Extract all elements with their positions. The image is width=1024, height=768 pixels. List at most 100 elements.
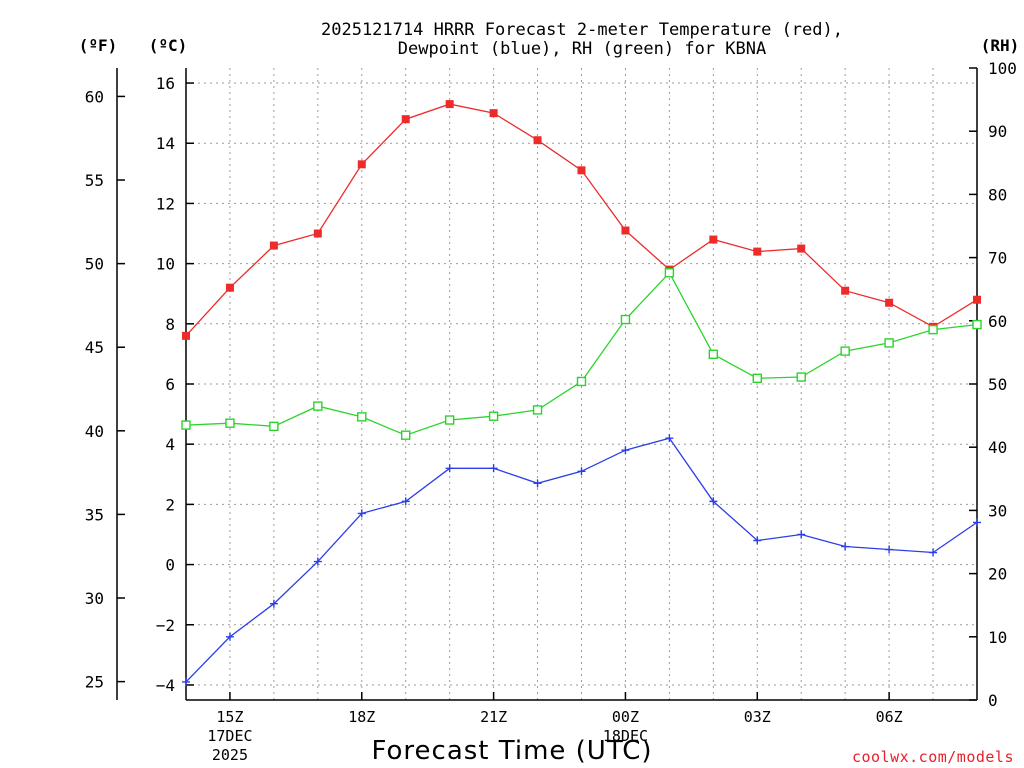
rh-point — [357, 412, 367, 422]
fahrenheit-tick-label: 50 — [85, 255, 104, 274]
rh-point — [884, 338, 894, 348]
rh-tick-label: 60 — [988, 312, 1007, 331]
temperature-point — [313, 229, 322, 238]
temperature-point — [841, 286, 850, 295]
celsius-tick-label: 10 — [156, 255, 175, 274]
series-layer — [181, 100, 982, 686]
temperature-point — [973, 295, 981, 304]
rh-tick-label: 90 — [988, 122, 1007, 141]
dewpoint-point — [445, 464, 454, 473]
celsius-tick-label: 4 — [165, 435, 175, 454]
celsius-unit-label: (ºC) — [149, 36, 188, 55]
dewpoint-point — [357, 509, 366, 518]
temperature-point — [269, 241, 278, 250]
rh-tick-label: 50 — [988, 375, 1007, 394]
dewpoint-point — [665, 434, 674, 443]
dewpoint-point — [797, 530, 806, 539]
fahrenheit-tick-label: 45 — [85, 338, 104, 357]
dewpoint-point — [709, 497, 718, 506]
rh-point — [181, 420, 191, 430]
celsius-tick-label: 2 — [165, 495, 175, 514]
temperature-point — [225, 283, 234, 292]
rh-point — [708, 349, 719, 359]
rh-point — [972, 319, 982, 330]
temperature-point — [445, 100, 454, 109]
temperature-point — [489, 109, 498, 118]
rh-tick-label: 0 — [988, 691, 998, 710]
dewpoint-point — [182, 677, 190, 686]
rh-point — [796, 372, 806, 382]
rh-point — [840, 346, 850, 356]
x-tick-label: 21Z — [480, 708, 507, 726]
rh-point — [269, 421, 279, 432]
rh-tick-label: 20 — [988, 565, 1007, 584]
temperature-point — [577, 166, 586, 175]
temperature-point — [401, 115, 410, 124]
rh-tick-label: 80 — [988, 185, 1007, 204]
ticks-layer: 1614121086420−2−460555045403530251009080… — [85, 59, 1017, 764]
x-tick-label: 18Z — [348, 708, 375, 726]
celsius-tick-label: 8 — [165, 315, 175, 334]
x-tick-label: 00Z — [612, 708, 639, 726]
rh-tick-label: 30 — [988, 501, 1007, 520]
temperature-point — [885, 298, 894, 307]
rh-point — [225, 418, 235, 428]
rh-unit-label: (RH) — [981, 36, 1020, 55]
x-tick-label: 03Z — [744, 708, 771, 726]
celsius-tick-label: −4 — [156, 676, 175, 695]
temperature-point — [182, 331, 190, 340]
chart-title-line1: 2025121714 HRRR Forecast 2-meter Tempera… — [321, 20, 843, 40]
fahrenheit-tick-label: 40 — [85, 422, 104, 441]
temperature-point — [621, 226, 630, 235]
x-tick-label: 15Z — [216, 708, 243, 726]
rh-point — [664, 268, 675, 278]
dewpoint-point — [313, 557, 322, 566]
rh-point — [576, 376, 587, 387]
fahrenheit-tick-label: 25 — [85, 673, 104, 692]
fahrenheit-tick-label: 30 — [85, 589, 104, 608]
dewpoint-point — [753, 536, 762, 545]
fahrenheit-tick-label: 55 — [85, 171, 104, 190]
celsius-tick-label: −2 — [156, 616, 175, 635]
rh-point — [752, 373, 762, 384]
fahrenheit-tick-label: 60 — [85, 87, 104, 106]
dewpoint-point — [929, 548, 938, 557]
rh-point — [313, 401, 323, 411]
temperature-point — [357, 160, 366, 169]
temperature-point — [797, 244, 806, 253]
rh-tick-label: 70 — [988, 249, 1007, 268]
celsius-tick-label: 16 — [156, 74, 175, 93]
rh-point — [488, 411, 499, 421]
fahrenheit-tick-label: 35 — [85, 505, 104, 524]
rh-tick-label: 40 — [988, 438, 1007, 457]
dewpoint-point — [621, 446, 630, 455]
dewpoint-point — [269, 599, 278, 608]
dewpoint-point — [841, 542, 850, 551]
dewpoint-point — [973, 518, 981, 527]
x-tick-date-label: 17DEC — [207, 727, 252, 745]
credit-label: coolwx.com/models — [852, 748, 1014, 766]
x-tick-label: 06Z — [876, 708, 903, 726]
dewpoint-point — [885, 545, 894, 554]
temperature-point — [753, 247, 762, 256]
temperature-point — [709, 235, 718, 244]
rh-point — [401, 430, 411, 440]
celsius-tick-label: 0 — [165, 556, 175, 575]
rh-point — [444, 415, 455, 425]
dewpoint-point — [533, 479, 542, 488]
dewpoint-point — [577, 467, 586, 476]
temperature-point — [533, 136, 542, 145]
x-tick-date-label: 18DEC — [603, 727, 648, 745]
dewpoint-point — [489, 464, 498, 473]
x-tick-year-label: 2025 — [212, 746, 248, 764]
celsius-tick-label: 6 — [165, 375, 175, 394]
rh-tick-label: 100 — [988, 59, 1017, 78]
celsius-tick-label: 14 — [156, 134, 175, 153]
rh-tick-label: 10 — [988, 628, 1007, 647]
x-axis-label: Forecast Time (UTC) — [371, 736, 652, 766]
celsius-tick-label: 12 — [156, 194, 175, 213]
fahrenheit-unit-label: (ºF) — [79, 36, 118, 55]
rh-point — [532, 405, 543, 415]
chart-title-line2: Dewpoint (blue), RH (green) for KBNA — [398, 39, 766, 59]
